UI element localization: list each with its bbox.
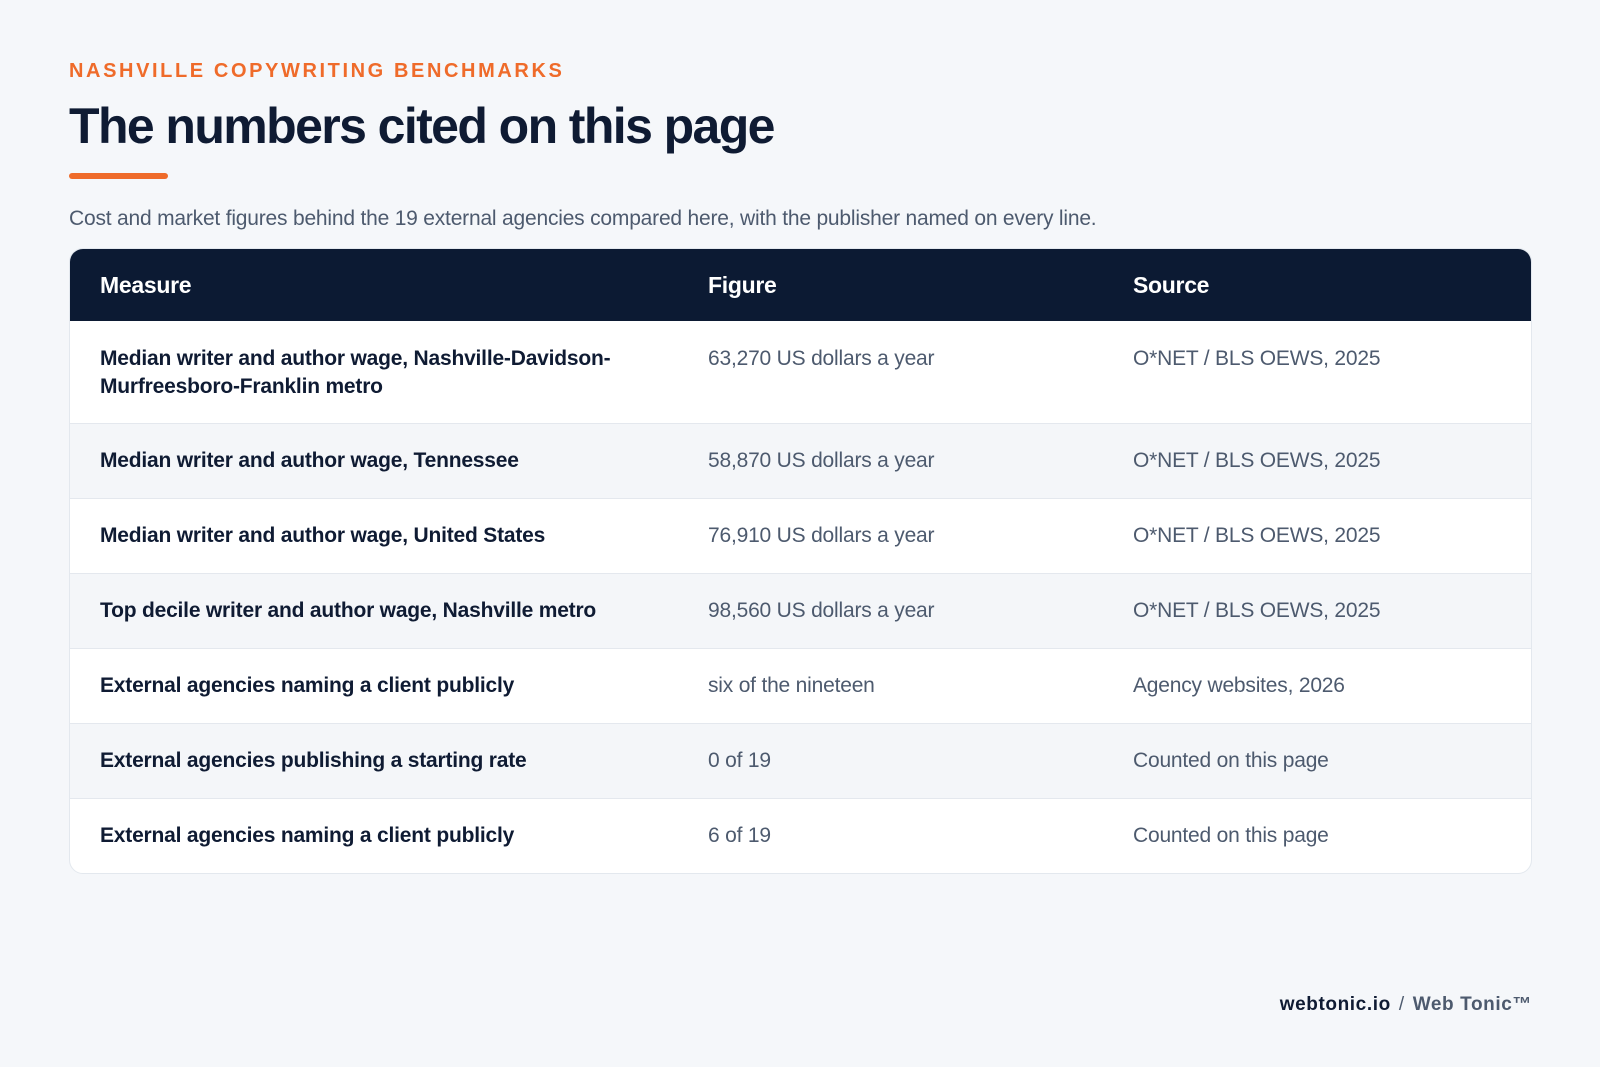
benchmarks-table: Measure Figure Source Median writer and … (70, 249, 1531, 873)
cell-figure: 58,870 US dollars a year (708, 448, 935, 472)
cell-figure: 76,910 US dollars a year (708, 523, 935, 547)
cell-figure: 63,270 US dollars a year (708, 347, 935, 370)
cell-source: O*NET / BLS OEWS, 2025 (1133, 448, 1381, 472)
footer-brand: Web Tonic™ (1412, 994, 1532, 1015)
cell-source: Counted on this page (1133, 823, 1329, 847)
cell-source: O*NET / BLS OEWS, 2025 (1133, 598, 1381, 622)
title-underline (69, 173, 168, 179)
page-content: NASHVILLE COPYWRITING BENCHMARKS The num… (69, 58, 1532, 874)
table-row: External agencies naming a client public… (70, 648, 1531, 723)
footer-domain-link[interactable]: webtonic.io (1279, 994, 1391, 1015)
table-row: External agencies naming a client public… (70, 798, 1531, 873)
column-header-measure: Measure (100, 271, 192, 298)
cell-source: Counted on this page (1133, 748, 1329, 772)
table-header-row: Measure Figure Source (70, 249, 1531, 321)
page-subtitle: Cost and market figures behind the 19 ex… (69, 207, 1097, 230)
cell-figure: 0 of 19 (708, 748, 771, 772)
column-header-figure: Figure (708, 271, 777, 298)
cell-measure: Median writer and author wage, United St… (100, 523, 546, 547)
cell-measure: External agencies naming a client public… (100, 823, 515, 847)
table-row: Median writer and author wage, Nashville… (70, 321, 1531, 423)
cell-figure: 6 of 19 (708, 823, 771, 847)
table-body: Median writer and author wage, Nashville… (70, 321, 1531, 873)
table-row: External agencies publishing a starting … (70, 723, 1531, 798)
benchmarks-table-card: Measure Figure Source Median writer and … (69, 248, 1532, 874)
cell-measure: Median writer and author wage, Nashville… (100, 347, 611, 398)
cell-measure: Top decile writer and author wage, Nashv… (100, 598, 597, 622)
footer-credit: webtonic.io / Web Tonic™ (1280, 992, 1532, 1018)
cell-figure: 98,560 US dollars a year (708, 598, 935, 622)
cell-measure: External agencies naming a client public… (100, 673, 515, 697)
cell-figure: six of the nineteen (708, 673, 875, 697)
footer-separator: / (1398, 994, 1405, 1015)
table-row: Median writer and author wage, United St… (70, 498, 1531, 573)
cell-measure: Median writer and author wage, Tennessee (100, 448, 519, 472)
cell-source: Agency websites, 2026 (1133, 673, 1345, 697)
page-title: The numbers cited on this page (69, 98, 775, 154)
cell-source: O*NET / BLS OEWS, 2025 (1133, 347, 1381, 370)
page-eyebrow: NASHVILLE COPYWRITING BENCHMARKS (69, 60, 565, 82)
table-row: Median writer and author wage, Tennessee… (70, 423, 1531, 498)
table-header: Measure Figure Source (70, 249, 1531, 321)
cell-measure: External agencies publishing a starting … (100, 748, 527, 772)
cell-source: O*NET / BLS OEWS, 2025 (1133, 523, 1381, 547)
table-row: Top decile writer and author wage, Nashv… (70, 573, 1531, 648)
column-header-source: Source (1133, 271, 1210, 298)
